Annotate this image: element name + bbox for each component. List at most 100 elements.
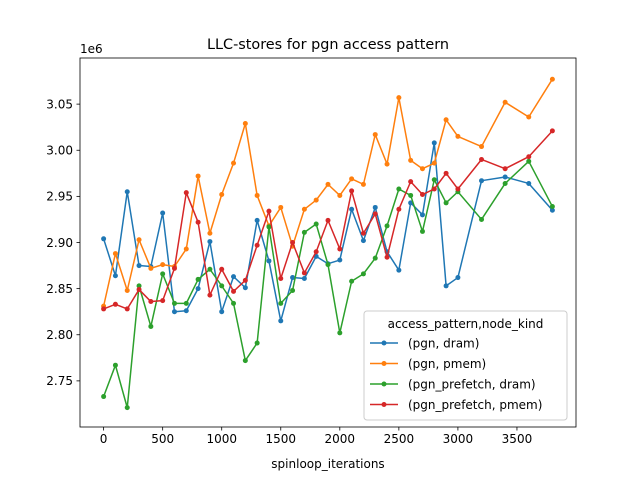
data-point bbox=[124, 189, 130, 195]
data-point bbox=[549, 76, 555, 82]
legend-swatch-marker bbox=[381, 381, 387, 387]
x-tick-label: 3000 bbox=[443, 432, 474, 446]
data-point bbox=[443, 283, 449, 289]
data-point bbox=[266, 258, 272, 264]
y-axis-offset-label: 1e6 bbox=[80, 42, 103, 56]
data-point bbox=[337, 257, 343, 263]
data-point bbox=[148, 299, 154, 305]
data-point bbox=[408, 192, 414, 198]
data-point bbox=[207, 239, 213, 245]
data-point bbox=[242, 120, 248, 126]
data-point bbox=[266, 224, 272, 230]
data-point bbox=[183, 300, 189, 306]
data-point bbox=[112, 251, 118, 257]
data-point bbox=[290, 275, 296, 281]
data-point bbox=[431, 140, 437, 146]
data-point bbox=[502, 180, 508, 186]
x-axis-ticks: 0 500 1000 1500 2000 2500 3000 3500 bbox=[100, 427, 532, 446]
legend-swatch-marker bbox=[381, 340, 387, 346]
data-point bbox=[266, 208, 272, 214]
y-tick-label: 2.95 bbox=[46, 190, 73, 204]
data-point bbox=[195, 219, 201, 225]
legend-title: access_pattern,node_kind bbox=[388, 317, 544, 331]
data-point bbox=[396, 95, 402, 101]
data-point bbox=[207, 266, 213, 272]
data-point bbox=[301, 229, 307, 235]
data-point bbox=[349, 278, 355, 284]
data-point bbox=[101, 394, 107, 400]
data-point bbox=[148, 323, 154, 329]
legend-swatch-marker bbox=[381, 402, 387, 407]
data-point bbox=[301, 270, 307, 276]
data-point bbox=[313, 197, 319, 203]
legend-entry: (pgn, dram) bbox=[370, 336, 479, 350]
data-point bbox=[160, 271, 166, 277]
data-point bbox=[431, 177, 437, 183]
data-point bbox=[455, 275, 461, 281]
data-point bbox=[337, 246, 343, 252]
data-point bbox=[231, 274, 237, 280]
data-point bbox=[101, 306, 107, 312]
data-point bbox=[502, 166, 508, 172]
data-point bbox=[124, 405, 130, 411]
legend-label: (pgn, pmem) bbox=[408, 357, 486, 371]
y-tick-label: 2.80 bbox=[46, 328, 73, 342]
data-point bbox=[502, 174, 508, 180]
data-point bbox=[183, 308, 189, 314]
x-tick-label: 500 bbox=[151, 432, 174, 446]
data-point bbox=[219, 192, 225, 198]
data-point bbox=[419, 228, 425, 234]
legend-entries: (pgn, dram) (pgn, pmem) (pgn_prefetch, dra… bbox=[370, 336, 542, 412]
data-point bbox=[431, 160, 437, 166]
legend: access_pattern,node_kind (pgn, dram)(pgn… bbox=[363, 310, 568, 421]
data-point bbox=[195, 173, 201, 179]
x-tick-label: 1500 bbox=[265, 432, 296, 446]
data-point bbox=[455, 186, 461, 192]
data-point bbox=[254, 217, 260, 223]
data-point bbox=[360, 271, 366, 277]
data-point bbox=[349, 206, 355, 212]
data-point bbox=[160, 210, 166, 216]
data-point bbox=[372, 132, 378, 138]
data-point bbox=[183, 246, 189, 252]
data-point bbox=[337, 192, 343, 198]
x-tick-label: 3500 bbox=[502, 432, 533, 446]
data-point bbox=[219, 309, 225, 315]
data-point bbox=[455, 133, 461, 139]
data-point bbox=[549, 204, 555, 210]
data-point bbox=[313, 249, 319, 255]
data-point bbox=[124, 287, 130, 293]
data-point bbox=[254, 242, 260, 248]
legend-swatch-marker bbox=[381, 361, 387, 366]
data-point bbox=[171, 300, 177, 306]
x-tick-label: 0 bbox=[100, 432, 108, 446]
legend-entry: (pgn, pmem) bbox=[370, 357, 486, 371]
data-point bbox=[372, 255, 378, 261]
y-tick-label: 3.00 bbox=[46, 144, 73, 158]
data-point bbox=[419, 192, 425, 198]
x-tick-label: 2000 bbox=[325, 432, 356, 446]
data-point bbox=[124, 306, 130, 312]
x-axis-label: spinloop_iterations bbox=[271, 457, 384, 471]
data-point bbox=[290, 240, 296, 245]
data-point bbox=[195, 276, 201, 282]
chart-title: LLC-stores for pgn access pattern bbox=[207, 37, 449, 53]
data-point bbox=[136, 237, 142, 243]
data-point bbox=[479, 178, 485, 184]
data-point bbox=[101, 236, 107, 242]
data-point bbox=[526, 158, 532, 164]
legend-label: (pgn, dram) bbox=[408, 336, 479, 350]
data-point bbox=[396, 206, 402, 212]
data-point bbox=[396, 186, 402, 192]
data-point bbox=[160, 298, 166, 304]
legend-entry: (pgn_prefetch, dram) bbox=[370, 377, 536, 391]
data-point bbox=[136, 287, 142, 293]
data-point bbox=[254, 192, 260, 198]
data-point bbox=[160, 262, 166, 268]
data-point bbox=[384, 223, 390, 229]
data-point bbox=[360, 230, 366, 236]
data-point bbox=[207, 230, 213, 236]
data-point bbox=[290, 287, 296, 293]
data-point bbox=[112, 362, 118, 368]
data-point bbox=[479, 156, 485, 162]
